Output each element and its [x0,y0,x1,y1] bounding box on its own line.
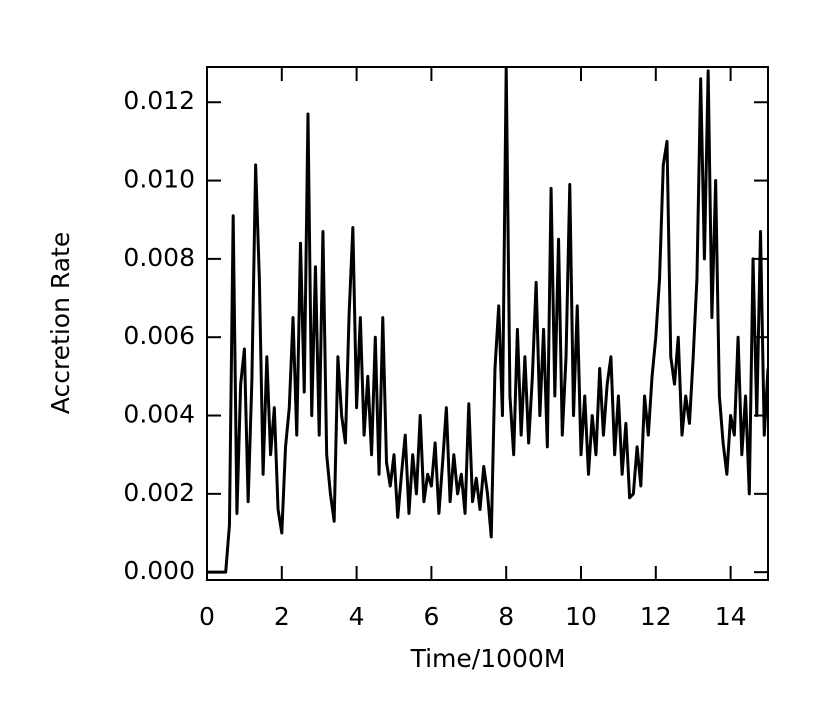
y-tick-label: 0.010 [123,165,195,194]
x-tick-label: 14 [715,602,747,631]
x-tick-label: 12 [640,602,672,631]
x-tick-label: 4 [349,602,365,631]
y-tick-label: 0.012 [123,86,195,115]
y-tick-label: 0.006 [123,321,195,350]
x-tick-label: 10 [565,602,597,631]
y-tick-label: 0.002 [123,478,195,507]
y-tick-label: 0.000 [123,556,195,585]
data-line [207,67,768,574]
y-tick-label: 0.008 [123,243,195,272]
x-tick-label: 2 [274,602,290,631]
plot-frame [206,66,769,581]
x-tick-label: 6 [423,602,439,631]
y-axis-label: Accretion Rate [46,232,75,414]
x-axis-label: Time/1000M [410,644,566,673]
y-tick-label: 0.004 [123,400,195,429]
x-tick-label: 0 [199,602,215,631]
x-tick-label: 8 [498,602,514,631]
